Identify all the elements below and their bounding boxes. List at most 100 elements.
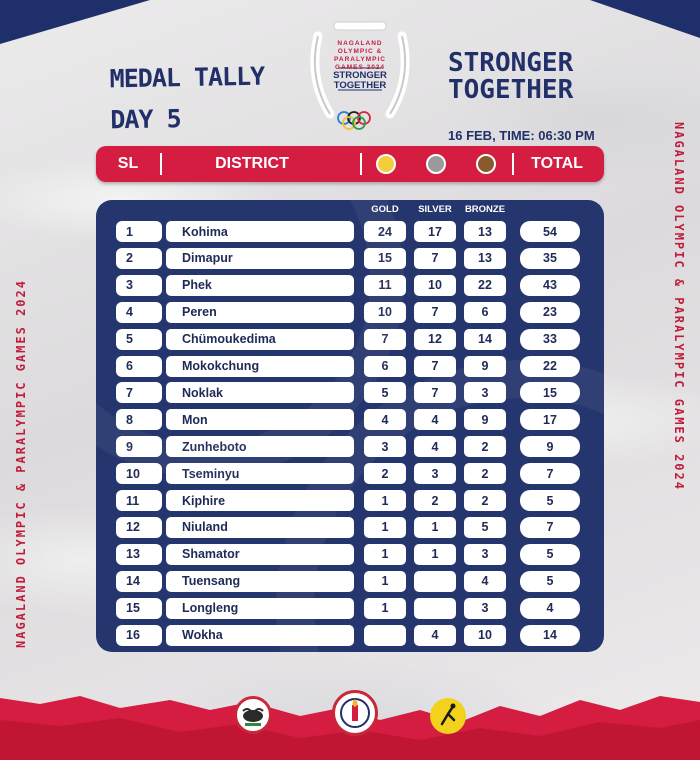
side-text-left: NAGALAND OLYMPIC & PARALYMPIC GAMES 2024 bbox=[14, 279, 28, 648]
row-gold: 24 bbox=[364, 221, 406, 242]
row-silver: 2 bbox=[414, 490, 456, 511]
column-gold: GOLD bbox=[371, 204, 399, 215]
row-total: 14 bbox=[520, 624, 580, 646]
gold-medal-icon bbox=[362, 146, 410, 182]
corner-accent-top-left bbox=[0, 0, 150, 44]
row-sl: 6 bbox=[116, 355, 162, 377]
table-row: 4 Peren 10 7 6 23 bbox=[96, 301, 604, 323]
row-silver: 10 bbox=[414, 274, 456, 296]
row-total: 9 bbox=[520, 436, 580, 458]
row-total: 54 bbox=[520, 221, 580, 242]
row-district: Tseminyu bbox=[166, 463, 354, 485]
column-bronze: BRONZE bbox=[464, 204, 506, 215]
row-sl: 10 bbox=[116, 463, 162, 485]
event-logo-line3: PARALYMPIC bbox=[334, 56, 386, 64]
row-bronze: 22 bbox=[464, 274, 506, 296]
row-total: 7 bbox=[520, 516, 580, 538]
row-bronze: 3 bbox=[464, 543, 506, 565]
row-bronze: 3 bbox=[464, 597, 506, 619]
row-district: Kohima bbox=[166, 221, 354, 242]
page-title: MEDAL TALLY DAY 5 bbox=[109, 57, 265, 141]
row-district: Niuland bbox=[166, 516, 354, 538]
row-bronze: 9 bbox=[464, 355, 506, 377]
row-district: Shamator bbox=[166, 543, 354, 565]
state-emblem-icon bbox=[234, 696, 272, 734]
table-header-bar: SL DISTRICT TOTAL bbox=[96, 146, 604, 182]
row-gold: 5 bbox=[364, 382, 406, 404]
bronze-medal-dot bbox=[476, 154, 496, 174]
table-row: 11 Kiphire 1 2 2 5 bbox=[96, 490, 604, 511]
row-total: 33 bbox=[520, 328, 580, 350]
header-sl: SL bbox=[117, 155, 139, 172]
row-total: 7 bbox=[520, 463, 580, 485]
sports-association-icon bbox=[430, 698, 466, 734]
row-silver: 1 bbox=[414, 516, 456, 538]
silver-medal-icon bbox=[412, 146, 460, 182]
row-bronze: 2 bbox=[464, 463, 506, 485]
column-silver: SILVER bbox=[418, 204, 452, 215]
event-logo-text: NAGALAND OLYMPIC & PARALYMPIC GAMES 2024 bbox=[300, 40, 420, 73]
row-sl: 16 bbox=[116, 624, 162, 646]
table-row: 16 Wokha 4 10 14 bbox=[96, 624, 604, 646]
row-gold: 1 bbox=[364, 570, 406, 592]
row-total: 43 bbox=[520, 274, 580, 296]
header-divider bbox=[512, 153, 514, 175]
row-gold: 1 bbox=[364, 597, 406, 619]
slogan-line2: TOGETHER bbox=[448, 75, 574, 106]
table-row: 9 Zunheboto 3 4 2 9 bbox=[96, 436, 604, 458]
row-district: Noklak bbox=[166, 382, 354, 404]
row-gold: 1 bbox=[364, 516, 406, 538]
row-bronze: 2 bbox=[464, 490, 506, 511]
title-line2: DAY 5 bbox=[110, 103, 181, 134]
row-sl: 7 bbox=[116, 382, 162, 404]
side-text-right: NAGALAND OLYMPIC & PARALYMPIC GAMES 2024 bbox=[672, 122, 686, 491]
row-bronze: 4 bbox=[464, 570, 506, 592]
table-row: 6 Mokokchung 6 7 9 22 bbox=[96, 355, 604, 377]
row-silver: 4 bbox=[414, 624, 456, 646]
table-row: 7 Noklak 5 7 3 15 bbox=[96, 382, 604, 404]
row-gold: 3 bbox=[364, 436, 406, 458]
corner-accent-top-right bbox=[590, 0, 700, 38]
row-sl: 11 bbox=[116, 490, 162, 511]
row-silver: 17 bbox=[414, 221, 456, 242]
row-silver: 4 bbox=[414, 436, 456, 458]
row-sl: 12 bbox=[116, 516, 162, 538]
table-row: 1 Kohima 24 17 13 54 bbox=[96, 221, 604, 242]
row-sl: 14 bbox=[116, 570, 162, 592]
header-district: DISTRICT bbox=[215, 155, 289, 172]
table-row: 3 Phek 11 10 22 43 bbox=[96, 274, 604, 296]
row-bronze: 2 bbox=[464, 436, 506, 458]
row-total: 5 bbox=[520, 490, 580, 511]
row-district: Tuensang bbox=[166, 570, 354, 592]
row-sl: 13 bbox=[116, 543, 162, 565]
torch-emblem-icon bbox=[340, 698, 370, 728]
table-row: 14 Tuensang 1 4 5 bbox=[96, 570, 604, 592]
table-row: 5 Chümoukedima 7 12 14 33 bbox=[96, 328, 604, 350]
runner-emblem-icon bbox=[440, 703, 456, 726]
row-bronze: 9 bbox=[464, 409, 506, 431]
row-sl: 1 bbox=[116, 221, 162, 242]
row-silver: 7 bbox=[414, 247, 456, 269]
event-logo: NAGALAND OLYMPIC & PARALYMPIC GAMES 2024… bbox=[300, 18, 420, 130]
event-logo-tagline1: STRONGER bbox=[333, 70, 387, 81]
row-bronze: 14 bbox=[464, 328, 506, 350]
row-total: 35 bbox=[520, 247, 580, 269]
row-gold: 6 bbox=[364, 355, 406, 377]
row-district: Zunheboto bbox=[166, 436, 354, 458]
row-district: Dimapur bbox=[166, 247, 354, 269]
event-logo-line1: NAGALAND bbox=[337, 40, 383, 47]
row-total: 5 bbox=[520, 570, 580, 592]
row-silver: 7 bbox=[414, 301, 456, 323]
row-sl: 5 bbox=[116, 328, 162, 350]
row-district: Mokokchung bbox=[166, 355, 354, 377]
row-gold: 1 bbox=[364, 490, 406, 511]
row-total: 5 bbox=[520, 543, 580, 565]
row-silver: 7 bbox=[414, 382, 456, 404]
row-silver bbox=[414, 597, 456, 619]
row-total: 17 bbox=[520, 409, 580, 431]
row-gold: 15 bbox=[364, 247, 406, 269]
row-gold: 10 bbox=[364, 301, 406, 323]
title-line1: MEDAL TALLY bbox=[109, 61, 265, 94]
row-sl: 8 bbox=[116, 409, 162, 431]
header-divider bbox=[360, 153, 362, 175]
